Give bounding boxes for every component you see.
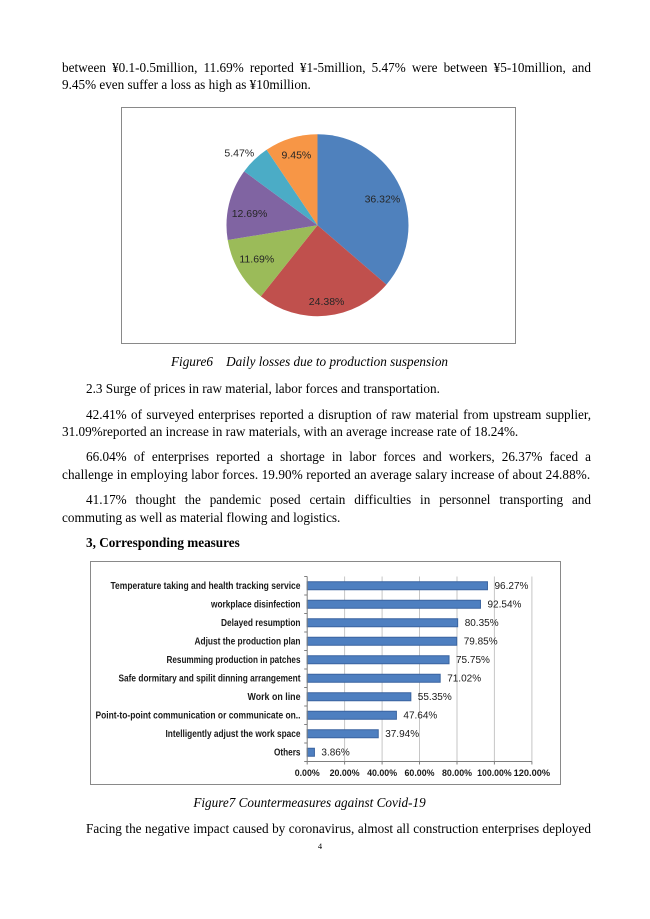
svg-text:96.27%: 96.27% — [495, 581, 529, 592]
svg-text:Others: Others — [274, 748, 301, 759]
svg-text:55.35%: 55.35% — [418, 692, 452, 703]
svg-text:0.00%: 0.00% — [295, 768, 321, 779]
svg-text:12.69%: 12.69% — [232, 208, 268, 220]
svg-text:80.00%: 80.00% — [442, 768, 473, 779]
svg-text:47.64%: 47.64% — [403, 711, 437, 722]
svg-text:9.45%: 9.45% — [282, 150, 312, 162]
svg-text:80.35%: 80.35% — [465, 618, 499, 629]
svg-text:71.02%: 71.02% — [447, 674, 481, 685]
svg-text:24.38%: 24.38% — [309, 296, 345, 308]
svg-text:Resumming production in patche: Resumming production in patches — [167, 655, 301, 666]
svg-text:37.94%: 37.94% — [385, 729, 419, 740]
svg-text:75.75%: 75.75% — [456, 655, 490, 666]
svg-text:20.00%: 20.00% — [330, 768, 361, 779]
svg-text:36.32%: 36.32% — [365, 194, 401, 206]
svg-text:5.47%: 5.47% — [224, 148, 254, 160]
svg-text:40.00%: 40.00% — [367, 768, 398, 779]
svg-text:3.86%: 3.86% — [321, 748, 349, 759]
svg-text:120.00%: 120.00% — [514, 768, 551, 779]
svg-text:Delayed resumption: Delayed resumption — [221, 618, 301, 629]
svg-text:11.69%: 11.69% — [239, 254, 274, 266]
svg-text:79.85%: 79.85% — [464, 637, 498, 648]
svg-text:workplace disinfection: workplace disinfection — [210, 600, 300, 611]
svg-text:92.54%: 92.54% — [488, 600, 522, 611]
svg-text:100.00%: 100.00% — [477, 768, 512, 779]
svg-text:Intelligently adjust the work: Intelligently adjust the work space — [166, 729, 301, 740]
svg-text:Adjust the production plan: Adjust the production plan — [195, 637, 301, 648]
svg-text:Safe dormitary and spilit dinn: Safe dormitary and spilit dinning arrang… — [119, 674, 302, 685]
svg-text:Work on line: Work on line — [248, 692, 301, 703]
svg-text:Point-to-point communication o: Point-to-point communication or communic… — [96, 711, 301, 722]
svg-text:60.00%: 60.00% — [405, 768, 436, 779]
svg-text:Temperature taking and health: Temperature taking and health tracking s… — [111, 581, 301, 592]
